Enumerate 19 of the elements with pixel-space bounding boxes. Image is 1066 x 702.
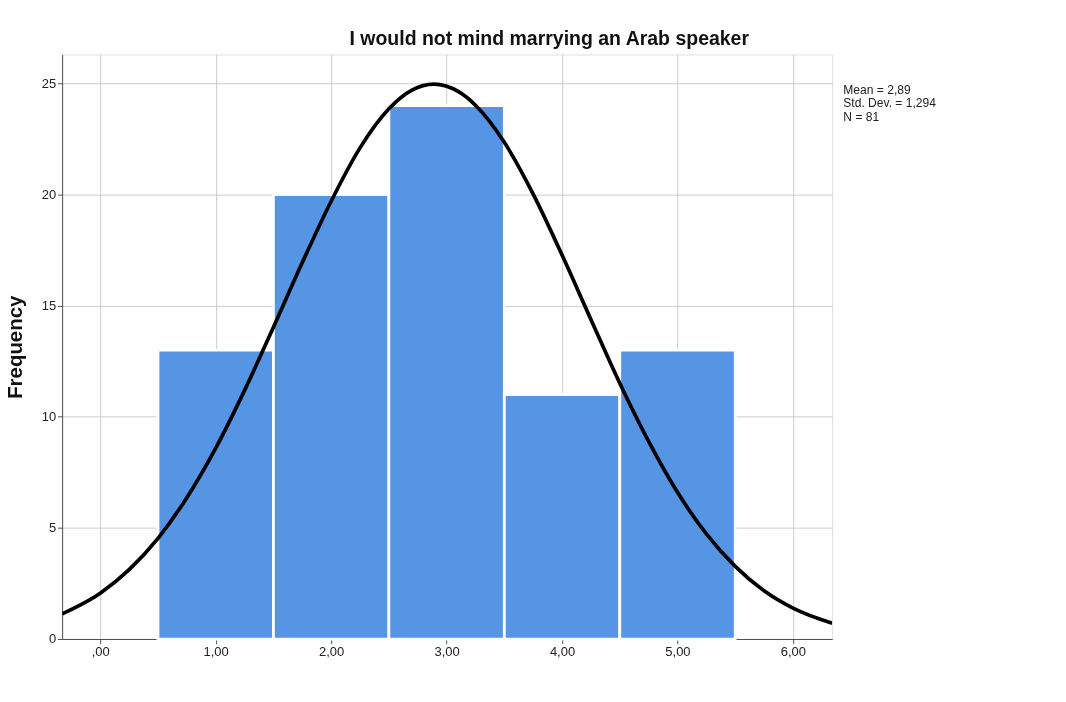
x-tick-label: 3,00: [434, 644, 460, 660]
y-tick-label: 20: [41, 186, 57, 202]
y-axis-title: Frequency: [4, 295, 27, 399]
text: N = 81: [843, 110, 880, 125]
x-tick-label: 6,00: [780, 644, 807, 660]
x-tick-label: 1,00: [203, 644, 229, 660]
x-tick-label: 5,00: [665, 644, 691, 660]
line-series: [62, 82, 833, 626]
y-tick-label: 10: [41, 408, 57, 424]
y-tick-label: 0: [48, 631, 57, 647]
x-tick-label: 4,00: [549, 644, 576, 660]
text: Std. Dev. = 1,294: [843, 96, 937, 111]
x-tick-label: 2,00: [318, 644, 345, 660]
chart-title: I would not mind marrying an Arab speaker: [349, 27, 750, 50]
x-tick-label: ,00: [91, 644, 110, 660]
text: Mean = 2,89: [843, 82, 911, 97]
y-tick-label: 15: [41, 297, 57, 313]
y-tick-label: 5: [48, 520, 57, 536]
y-tick-label: 25: [41, 75, 57, 91]
